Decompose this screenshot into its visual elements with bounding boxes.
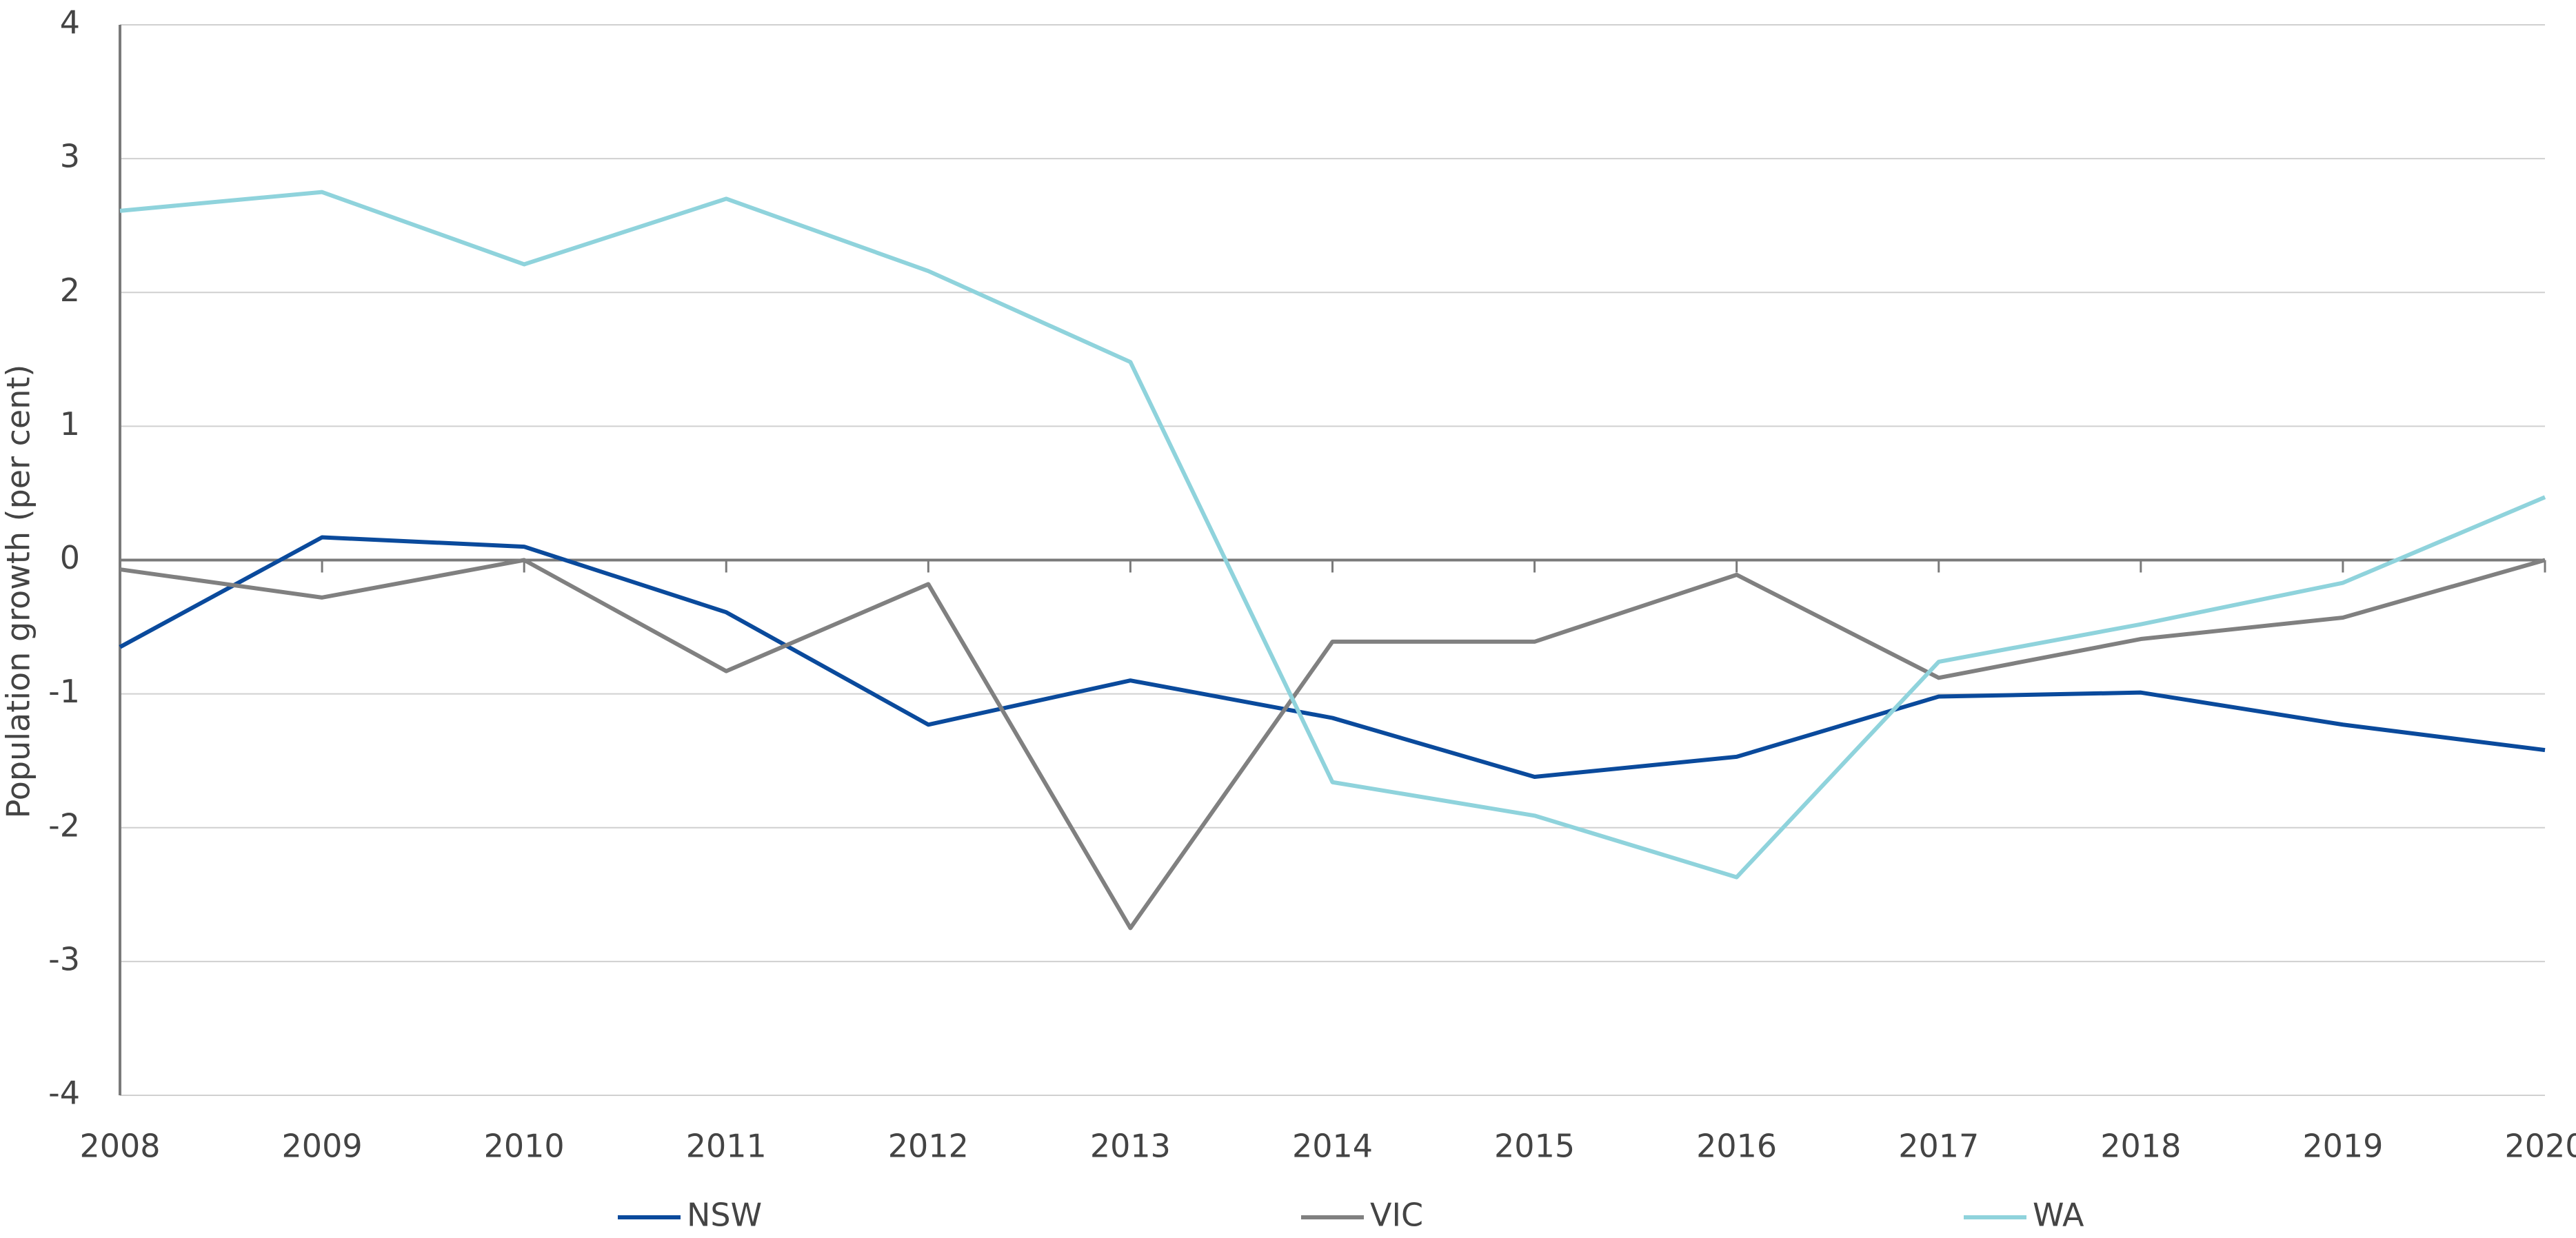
- x-tick-label: 2018: [2100, 1128, 2181, 1165]
- series-line: [119, 190, 2546, 880]
- series-line: [119, 535, 2546, 779]
- x-tick-label: 2008: [79, 1128, 160, 1165]
- x-tick-label: 2013: [1090, 1128, 1171, 1165]
- x-tick-label: 2011: [686, 1128, 767, 1165]
- x-tick-label: 2020: [2504, 1128, 2576, 1165]
- legend-label: VIC: [1370, 1197, 1423, 1234]
- series-line: [119, 558, 2546, 931]
- x-tick-label: 2014: [1292, 1128, 1373, 1165]
- x-tick-label: 2016: [1696, 1128, 1777, 1165]
- x-tick-label: 2017: [1898, 1128, 1979, 1165]
- y-tick-label: 4: [60, 4, 80, 41]
- y-tick-label: 2: [60, 272, 80, 309]
- x-tick-label: 2015: [1494, 1128, 1575, 1165]
- y-tick-label: -3: [48, 940, 80, 977]
- legend-label: WA: [2033, 1197, 2084, 1234]
- y-tick-label: 0: [60, 539, 80, 576]
- y-tick-label: 1: [60, 405, 80, 443]
- x-tick-label: 2012: [888, 1128, 969, 1165]
- y-tick-label: -2: [48, 806, 80, 844]
- x-tick-label: 2009: [282, 1128, 363, 1165]
- legend-label: NSW: [687, 1197, 762, 1234]
- x-tick-label: 2010: [484, 1128, 565, 1165]
- x-tick-label: 2019: [2302, 1128, 2383, 1165]
- y-tick-label: -1: [48, 673, 80, 710]
- y-tick-label: -4: [48, 1075, 80, 1112]
- y-tick-label: 3: [60, 138, 80, 175]
- y-axis-label: Population growth (per cent): [0, 365, 37, 819]
